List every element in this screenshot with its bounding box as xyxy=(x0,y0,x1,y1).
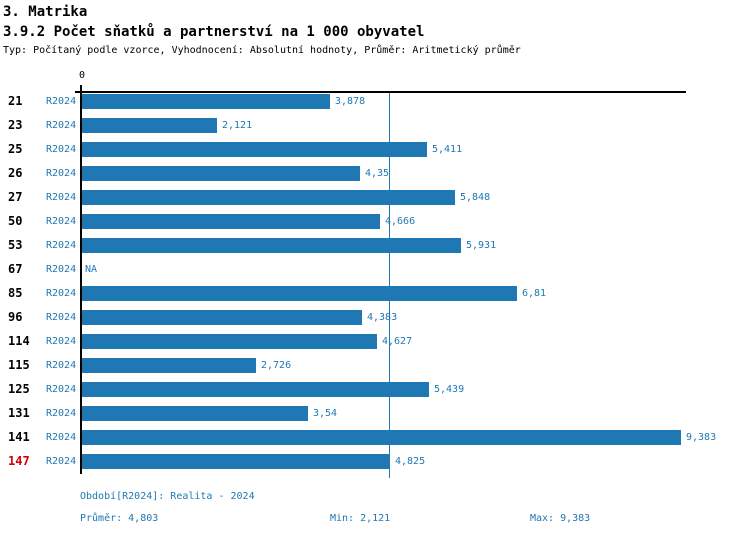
row-period-label: R2024 xyxy=(46,432,77,443)
row-period-label: R2024 xyxy=(46,240,77,251)
bar xyxy=(82,118,217,133)
bar xyxy=(82,382,429,397)
bar xyxy=(82,310,362,325)
row-period-label: R2024 xyxy=(46,384,77,395)
bar-value-label: 6,81 xyxy=(522,288,547,299)
bar-value-label: 4,627 xyxy=(382,336,413,347)
row-id-label: 27 xyxy=(8,190,23,204)
bar xyxy=(82,430,681,445)
row-id-label: 114 xyxy=(8,334,30,348)
row-id-label: 131 xyxy=(8,406,30,420)
row-id-label: 50 xyxy=(8,214,23,228)
row-id-label: 26 xyxy=(8,166,23,180)
bar-value-label: 2,121 xyxy=(222,120,253,131)
row-id-label: 67 xyxy=(8,262,23,276)
row-id-label: 125 xyxy=(8,382,30,396)
row-id-label: 53 xyxy=(8,238,23,252)
bar-value-label: 3,878 xyxy=(335,96,366,107)
bar xyxy=(82,286,517,301)
footer-min: Min: 2,121 xyxy=(330,513,391,524)
row-period-label: R2024 xyxy=(46,288,77,299)
bar-value-label: 4,666 xyxy=(385,216,416,227)
bar-value-label: 5,931 xyxy=(466,240,497,251)
bar-value-label: 2,726 xyxy=(261,360,292,371)
bar xyxy=(82,94,330,109)
row-period-label: R2024 xyxy=(46,96,77,107)
bar xyxy=(82,190,455,205)
bar xyxy=(82,214,380,229)
bar-value-label: 4,383 xyxy=(367,312,398,323)
bar xyxy=(82,454,390,469)
row-period-label: R2024 xyxy=(46,312,77,323)
bar xyxy=(82,238,461,253)
chart-meta-line: Typ: Počítaný podle vzorce, Vyhodnocení:… xyxy=(3,45,521,56)
chart-title: 3.9.2 Počet sňatků a partnerství na 1 00… xyxy=(3,24,425,40)
row-id-label: 21 xyxy=(8,94,23,108)
row-period-label: R2024 xyxy=(46,144,77,155)
bar-value-label: 5,848 xyxy=(460,192,491,203)
bar-value-label: 9,383 xyxy=(686,432,717,443)
bar-value-label: 4,825 xyxy=(395,456,426,467)
bar xyxy=(82,406,308,421)
row-period-label: R2024 xyxy=(46,216,77,227)
bar xyxy=(82,334,377,349)
bar-value-label: 5,439 xyxy=(434,384,465,395)
bar xyxy=(82,166,360,181)
y-axis-line xyxy=(80,85,82,474)
row-period-label: R2024 xyxy=(46,120,77,131)
footer-period-line: Období[R2024]: Realita - 2024 xyxy=(80,491,255,502)
row-id-label: 115 xyxy=(8,358,30,372)
x-axis-line xyxy=(75,91,686,93)
row-period-label: R2024 xyxy=(46,192,77,203)
row-id-label: 141 xyxy=(8,430,30,444)
bar-value-label: 4,35 xyxy=(365,168,390,179)
row-period-label: R2024 xyxy=(46,336,77,347)
bar xyxy=(82,142,427,157)
bar xyxy=(82,358,256,373)
row-id-label: 85 xyxy=(8,286,23,300)
row-period-label: R2024 xyxy=(46,264,77,275)
row-id-label: 147 xyxy=(8,454,30,468)
mean-reference-line xyxy=(389,93,390,478)
bar-value-label: 3,54 xyxy=(313,408,338,419)
row-id-label: 23 xyxy=(8,118,23,132)
bar-value-label: 5,411 xyxy=(432,144,463,155)
row-period-label: R2024 xyxy=(46,456,77,467)
row-id-label: 96 xyxy=(8,310,23,324)
row-period-label: R2024 xyxy=(46,408,77,419)
footer-max: Max: 9,383 xyxy=(530,513,591,524)
footer-mean: Průměr: 4,803 xyxy=(80,513,159,524)
x-axis-zero-tick-label: 0 xyxy=(78,70,86,81)
section-title: 3. Matrika xyxy=(3,4,88,20)
bar-value-label: NA xyxy=(85,264,98,275)
row-period-label: R2024 xyxy=(46,360,77,371)
row-id-label: 25 xyxy=(8,142,23,156)
row-period-label: R2024 xyxy=(46,168,77,179)
